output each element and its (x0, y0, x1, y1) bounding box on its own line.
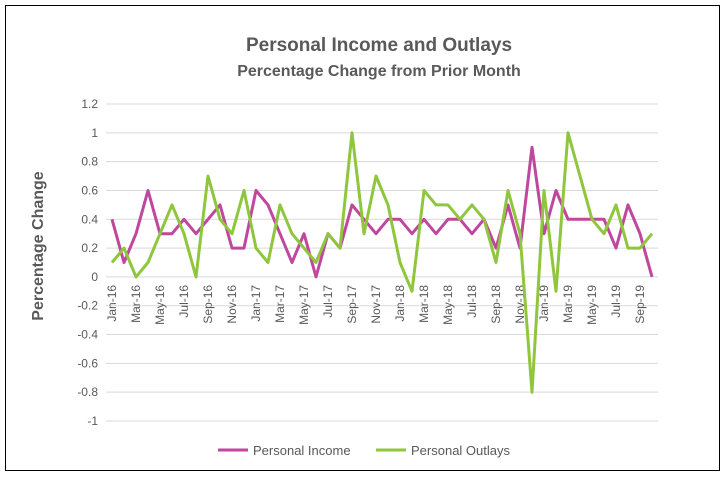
y-tick-label: 1.2 (81, 97, 98, 111)
x-tick-label: Sep-17 (345, 285, 359, 324)
x-tick-label: May-18 (441, 285, 455, 325)
x-tick-label: May-16 (153, 285, 167, 325)
x-axis-ticks: Jan-16 Mar-16 May-16 Jul-16 Sep-16 Nov-16 Jan-… (105, 285, 647, 325)
x-tick-label: Sep-19 (633, 285, 647, 324)
x-tick-label: Jul-19 (609, 285, 623, 318)
y-tick-label: -0.2 (77, 299, 98, 313)
chart-frame: Personal Income and Outlays Percentage C… (5, 5, 720, 471)
y-tick-label: 0 (91, 270, 98, 284)
y-tick-label: 0.2 (81, 241, 98, 255)
chart-subtitle: Percentage Change from Prior Month (237, 63, 521, 80)
legend-label: Personal Income (253, 443, 351, 458)
x-tick-label: Jul-17 (321, 285, 335, 318)
x-tick-label: Mar-16 (129, 285, 143, 323)
series-lines (110, 131, 654, 394)
y-tick-label: 0.4 (81, 212, 98, 226)
chart-title: Personal Income and Outlays (246, 35, 512, 56)
x-tick-label: Mar-17 (273, 285, 287, 323)
legend: Personal Income Personal Outlays (218, 443, 510, 458)
y-tick-label: -0.8 (77, 385, 98, 399)
x-tick-label: Sep-18 (489, 285, 503, 324)
x-tick-label: Mar-18 (417, 285, 431, 323)
y-tick-label: -0.6 (77, 356, 98, 370)
x-tick-label: Jul-18 (465, 285, 479, 318)
x-tick-label: May-19 (585, 285, 599, 325)
x-tick-label: Jan-19 (537, 285, 551, 322)
y-axis-label: Percentage Change (30, 171, 47, 320)
x-tick-label: Sep-16 (201, 285, 215, 324)
x-tick-label: Jan-18 (393, 285, 407, 322)
x-tick-label: May-17 (297, 285, 311, 325)
series-line-0 (110, 145, 654, 279)
x-tick-label: Nov-16 (225, 285, 239, 324)
x-tick-label: Jan-17 (249, 285, 263, 322)
x-tick-label: Jul-16 (177, 285, 191, 318)
x-tick-label: Nov-17 (369, 285, 383, 324)
y-tick-label: -1 (87, 414, 98, 428)
y-tick-label: -0.4 (77, 328, 98, 342)
y-tick-label: 0.8 (81, 155, 98, 169)
legend-label: Personal Outlays (411, 443, 510, 458)
y-axis-ticks: 1.2 1 0.8 0.6 0.4 0.2 0 -0.2 -0.4 -0.6 -0.8 -1 (77, 97, 98, 428)
line-chart: Personal Income and Outlays Percentage C… (30, 35, 658, 458)
series-line-1 (110, 131, 654, 394)
y-tick-label: 1 (91, 126, 98, 140)
y-tick-label: 0.6 (81, 183, 98, 197)
x-tick-label: Mar-19 (561, 285, 575, 323)
x-tick-label: Jan-16 (105, 285, 119, 322)
gridlines (106, 103, 658, 422)
